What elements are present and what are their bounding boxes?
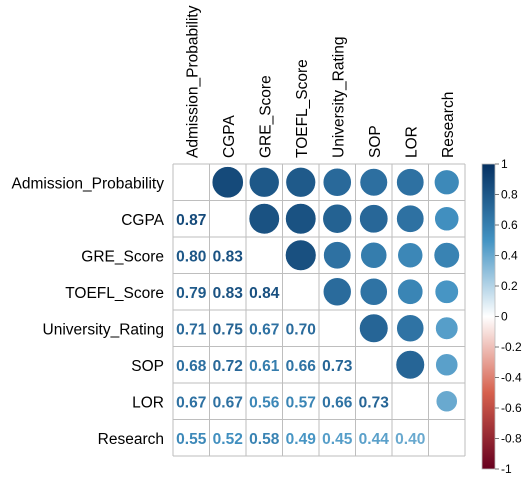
colorbar-tick-label: -1 <box>501 462 512 476</box>
column-label-cgpa: CGPA <box>221 115 238 158</box>
corr-value-lor-sop: 0.73 <box>359 394 390 411</box>
corr-circle-cgpa-gre-score <box>248 203 280 235</box>
corr-value-research-lor: 0.40 <box>395 431 425 448</box>
corr-value-sop-gre-score: 0.61 <box>249 358 280 375</box>
colorbar-tick-label: -0.4 <box>501 371 522 385</box>
corr-value-research-university-rating: 0.45 <box>322 431 353 448</box>
corr-value-sop-toefl-score: 0.66 <box>286 358 317 375</box>
corr-value-toefl-score-gre-score: 0.84 <box>249 285 280 302</box>
corr-value-cgpa-admission-probability: 0.87 <box>176 212 206 229</box>
corr-value-gre-score-cgpa: 0.83 <box>213 248 244 265</box>
colorbar-gradient <box>481 163 496 470</box>
corr-circle-sop-research <box>435 353 459 377</box>
corr-value-university-rating-toefl-score: 0.70 <box>286 321 316 338</box>
corr-circle-university-rating-research <box>435 316 459 340</box>
column-label-university-rating: University_Rating <box>330 37 347 158</box>
corr-circle-cgpa-research <box>434 206 460 232</box>
corr-circle-sop-lor <box>395 350 425 380</box>
colorbar-tick-label: -0.8 <box>501 432 522 446</box>
corr-circle-admission-probability-university-rating <box>322 167 352 197</box>
corr-circle-gre-score-toefl-score <box>285 239 317 271</box>
corr-circle-toefl-score-lor <box>397 278 424 305</box>
corr-value-lor-university-rating: 0.66 <box>322 394 353 411</box>
corr-value-sop-cgpa: 0.72 <box>213 358 243 375</box>
column-label-sop: SOP <box>367 125 384 158</box>
variable-labels: Admission_Probability Admission_Probabili… <box>12 5 457 447</box>
corr-value-research-toefl-score: 0.49 <box>286 431 317 448</box>
corr-value-lor-cgpa: 0.67 <box>213 394 243 411</box>
corr-value-research-gre-score: 0.58 <box>249 431 280 448</box>
colorbar-tick-label: 0.8 <box>501 188 518 202</box>
colorbar-tick-label: 0.6 <box>501 218 518 232</box>
colorbar-tick-label: 1 <box>501 157 508 171</box>
corr-circle-admission-probability-toefl-score <box>285 167 316 198</box>
corr-circle-admission-probability-sop <box>359 168 388 197</box>
corr-circle-toefl-score-sop <box>359 277 388 306</box>
corr-circle-admission-probability-research <box>434 169 460 195</box>
row-label-sop: SOP <box>131 358 164 375</box>
corr-value-toefl-score-admission-probability: 0.79 <box>176 285 207 302</box>
corr-value-university-rating-gre-score: 0.67 <box>249 321 279 338</box>
corr-value-toefl-score-cgpa: 0.83 <box>213 285 244 302</box>
corr-value-research-cgpa: 0.52 <box>213 431 243 448</box>
corr-circle-university-rating-sop <box>359 313 389 343</box>
column-label-research: Research <box>440 92 457 158</box>
corr-value-research-admission-probability: 0.55 <box>176 431 207 448</box>
row-label-cgpa: CGPA <box>121 212 164 229</box>
corr-circle-cgpa-lor <box>396 204 425 233</box>
corr-value-lor-admission-probability: 0.67 <box>176 394 206 411</box>
corr-circle-gre-score-sop <box>360 241 388 269</box>
correlation-cells: 0.87 0.80 0.83 0.79 0.83 0.84 0.71 0.75 0.67 0.70… <box>176 166 460 448</box>
colorbar-tick-label: 0.4 <box>501 249 518 263</box>
corr-circle-cgpa-university-rating <box>322 203 353 234</box>
corr-circle-gre-score-research <box>433 242 460 269</box>
row-label-university-rating: University_Rating <box>43 321 164 338</box>
colorbar-tick-label: -0.2 <box>501 340 522 354</box>
corr-circle-toefl-score-research <box>434 279 459 304</box>
colorbar-tick-label: -0.6 <box>501 401 522 415</box>
corr-circle-university-rating-lor <box>396 314 425 343</box>
row-label-lor: LOR <box>132 394 164 411</box>
colorbar-tick-label: 0 <box>501 310 508 324</box>
column-label-toefl-score: TOEFL_Score <box>294 59 311 158</box>
corr-circle-admission-probability-lor <box>396 168 425 197</box>
corr-value-gre-score-admission-probability: 0.80 <box>176 248 206 265</box>
corr-circle-admission-probability-gre-score <box>248 166 280 198</box>
corr-value-sop-university-rating: 0.73 <box>322 358 353 375</box>
row-label-research: Research <box>98 431 164 448</box>
grid <box>172 163 466 457</box>
colorbar: 1 0.8 0.6 0.4 0.2 0 -0.2 -0.4 -0.6 -0.8 -1 <box>481 157 522 476</box>
corr-circle-cgpa-sop <box>359 204 389 234</box>
row-label-admission-probability: Admission_Probability <box>12 175 165 192</box>
column-label-gre-score: GRE_Score <box>257 75 274 158</box>
column-label-lor: LOR <box>403 126 420 158</box>
corr-value-sop-admission-probability: 0.68 <box>176 358 207 375</box>
corr-value-university-rating-admission-probability: 0.71 <box>176 321 207 338</box>
corr-circle-cgpa-toefl-score <box>285 203 317 235</box>
colorbar-tick-label: 0.2 <box>501 279 518 293</box>
corr-circle-toefl-score-university-rating <box>322 277 352 307</box>
row-label-toefl-score: TOEFL_Score <box>65 285 164 302</box>
corr-value-research-sop: 0.44 <box>359 431 390 448</box>
corr-circle-admission-probability-cgpa <box>211 166 244 199</box>
corr-circle-lor-research <box>435 390 458 413</box>
row-label-gre-score: GRE_Score <box>81 248 164 265</box>
corr-value-lor-toefl-score: 0.57 <box>286 394 316 411</box>
corr-value-lor-gre-score: 0.56 <box>249 394 280 411</box>
corr-circle-gre-score-lor <box>397 242 424 269</box>
column-label-admission-probability: Admission_Probability <box>184 5 201 158</box>
corr-circle-gre-score-university-rating <box>323 241 352 270</box>
corr-value-university-rating-cgpa: 0.75 <box>213 321 244 338</box>
